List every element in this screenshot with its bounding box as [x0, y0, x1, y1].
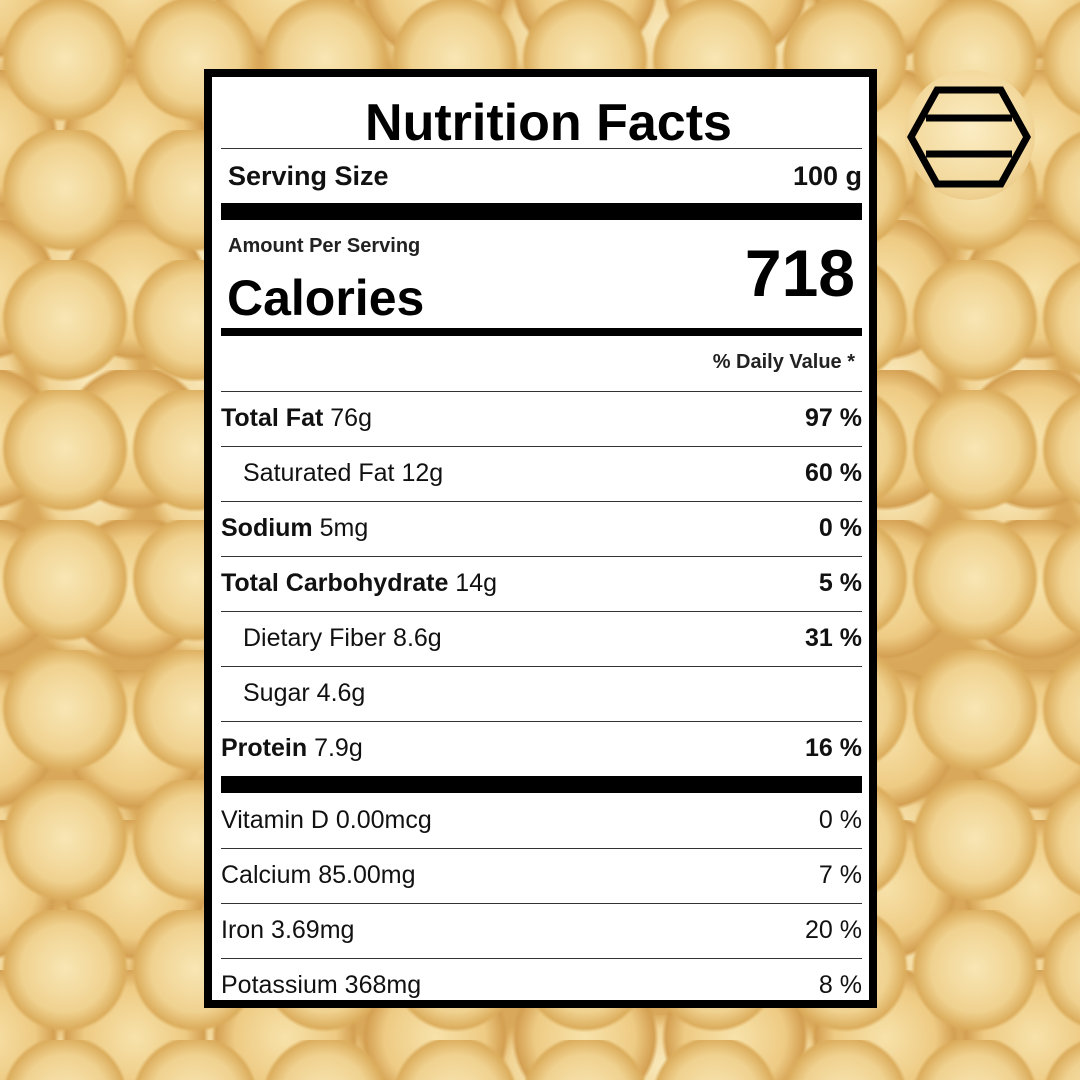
amount-per-serving: Amount Per Serving — [228, 235, 421, 257]
nutrient-row-total-carbohydrate: Total Carbohydrate 14g 5 % — [221, 566, 862, 600]
divider — [221, 501, 862, 502]
vitamin-name: Potassium — [221, 970, 338, 999]
calories-label: Calories — [227, 270, 425, 326]
divider — [221, 446, 862, 447]
vitamin-dv: 20 % — [805, 915, 862, 944]
nutrient-amount: 12g — [401, 458, 444, 487]
nutrient-name: Total Fat — [221, 403, 324, 432]
serving-size-value: 100 g — [792, 160, 862, 191]
hexagon-stripes-logo-icon — [907, 86, 1031, 188]
nutrient-row-sodium: Sodium 5mg 0 % — [221, 511, 862, 545]
thick-divider — [221, 776, 862, 793]
vitamin-amount: 85.00mg — [318, 860, 416, 889]
nutrient-amount: 4.6g — [316, 678, 366, 707]
vitamin-amount: 368mg — [344, 970, 422, 999]
vitamin-dv: 8 % — [818, 970, 862, 999]
divider — [221, 903, 862, 904]
divider — [221, 611, 862, 612]
nutrient-row-dietary-fiber: Dietary Fiber 8.6g 31 % — [221, 621, 862, 655]
medium-divider — [221, 328, 862, 336]
nutrient-dv: 60 % — [805, 458, 862, 487]
calories-value: 718 — [744, 236, 855, 310]
nutrient-name: Sugar — [243, 678, 310, 707]
nutrient-row-protein: Protein 7.9g 16 % — [221, 731, 862, 765]
vitamin-row-iron: Iron 3.69mg 20 % — [221, 913, 862, 947]
nutrient-dv: 0 % — [818, 513, 862, 542]
nutrient-row-sugar: Sugar 4.6g — [221, 676, 862, 710]
label-title: Nutrition Facts — [365, 94, 732, 152]
divider — [221, 721, 862, 722]
nutrient-name: Protein — [221, 733, 308, 762]
nutrient-dv: 16 % — [805, 733, 862, 762]
divider — [221, 148, 862, 149]
nutrition-facts-label: Nutrition Facts Serving Size 100 g Amoun… — [204, 69, 877, 1008]
nutrient-amount: 14g — [455, 568, 498, 597]
divider — [221, 958, 862, 959]
serving-size-label: Serving Size — [228, 160, 389, 191]
nutrient-row-total-fat: Total Fat 76g 97 % — [221, 401, 862, 435]
brand-logo — [905, 70, 1035, 200]
nutrient-amount: 5mg — [319, 513, 369, 542]
divider — [221, 666, 862, 667]
nutrient-name: Saturated Fat — [243, 458, 395, 487]
nutrient-amount: 76g — [330, 403, 372, 432]
vitamin-row-calcium: Calcium 85.00mg 7 % — [221, 858, 862, 892]
divider — [221, 556, 862, 557]
vitamin-row-potassium: Potassium 368mg 8 % — [221, 968, 862, 1002]
thick-divider — [221, 203, 862, 220]
vitamin-dv: 0 % — [818, 805, 862, 834]
divider — [221, 391, 862, 392]
vitamin-row-vitamin-d: Vitamin D 0.00mcg 0 % — [221, 803, 862, 837]
nutrient-name: Total Carbohydrate — [221, 568, 449, 597]
nutrient-amount: 8.6g — [393, 623, 442, 652]
serving-size-row: Serving Size 100 g — [221, 159, 862, 193]
divider — [221, 848, 862, 849]
vitamin-name: Iron — [221, 915, 265, 944]
nutrient-dv: 97 % — [805, 403, 862, 432]
daily-value-header: % Daily Value * — [712, 351, 855, 373]
vitamin-amount: 3.69mg — [271, 915, 355, 944]
nutrient-row-saturated-fat: Saturated Fat 12g 60 % — [221, 456, 862, 490]
vitamin-name: Vitamin D — [221, 805, 329, 834]
nutrient-dv: 5 % — [818, 568, 862, 597]
nutrient-name: Dietary Fiber — [243, 623, 387, 652]
vitamin-amount: 0.00mcg — [335, 805, 432, 834]
nutrient-amount: 7.9g — [314, 733, 363, 762]
vitamin-name: Calcium — [221, 860, 312, 889]
vitamin-dv: 7 % — [818, 860, 862, 889]
nutrient-name: Sodium — [221, 513, 313, 542]
nutrient-dv: 31 % — [805, 623, 862, 652]
